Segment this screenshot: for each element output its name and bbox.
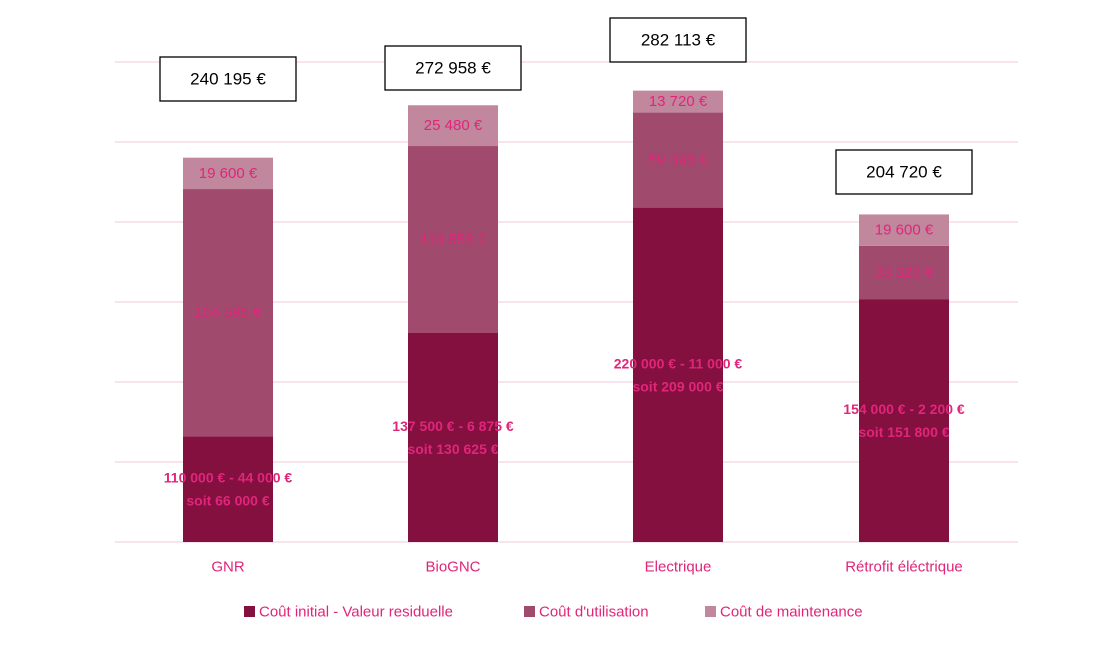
data-label: 59 393 € — [649, 152, 708, 169]
total-box — [384, 45, 522, 91]
data-label: 154 595 € — [195, 304, 262, 321]
data-label: 19 600 € — [199, 165, 258, 182]
bar-segment — [408, 105, 498, 147]
legend-swatch — [524, 606, 535, 617]
data-label: 154 000 € - 2 200 € — [843, 401, 965, 417]
legend-label: Coût d'utilisation — [539, 604, 649, 621]
bar-segment — [633, 90, 723, 113]
total-label: 204 720 € — [866, 163, 942, 182]
data-label: 33 320 € — [875, 264, 934, 281]
data-label: 220 000 € - 11 000 € — [614, 355, 743, 371]
x-tick-label: BioGNC — [425, 559, 480, 576]
data-label: 13 720 € — [649, 93, 708, 110]
bar-segment — [408, 146, 498, 333]
bar-segment — [408, 333, 498, 542]
legend-label: Coût de maintenance — [720, 604, 863, 621]
total-box — [159, 56, 297, 102]
total-label: 282 113 € — [641, 31, 716, 50]
total-box — [835, 149, 973, 195]
legend-swatch — [244, 606, 255, 617]
bar-segment — [183, 436, 273, 542]
data-label: 25 480 € — [424, 117, 483, 134]
data-label: 19 600 € — [875, 222, 934, 239]
x-tick-label: GNR — [211, 559, 245, 576]
bar-segment — [183, 189, 273, 437]
bar-segment — [859, 245, 949, 300]
data-label: 137 500 € - 6 875 € — [392, 418, 514, 434]
bar-segment — [633, 207, 723, 542]
total-label: 240 195 € — [190, 70, 266, 89]
bar-segment — [633, 112, 723, 208]
bar-segment — [859, 299, 949, 542]
total-label: 272 958 € — [415, 59, 491, 78]
data-label: soit 66 000 € — [186, 493, 269, 509]
data-label: soit 209 000 € — [632, 378, 723, 394]
x-tick-label: Electrique — [645, 559, 712, 576]
legend-label: Coût initial - Valeur residuelle — [259, 604, 453, 621]
x-tick-label: Rétrofit éléctrique — [845, 559, 963, 576]
total-box — [609, 17, 747, 63]
data-label: soit 130 625 € — [407, 441, 498, 457]
bar-segment — [183, 157, 273, 190]
bar-segment — [859, 214, 949, 246]
data-label: 110 000 € - 44 000 € — [164, 470, 293, 486]
legend-swatch — [705, 606, 716, 617]
data-label: 116 853 € — [420, 231, 486, 248]
data-label: soit 151 800 € — [858, 424, 949, 440]
